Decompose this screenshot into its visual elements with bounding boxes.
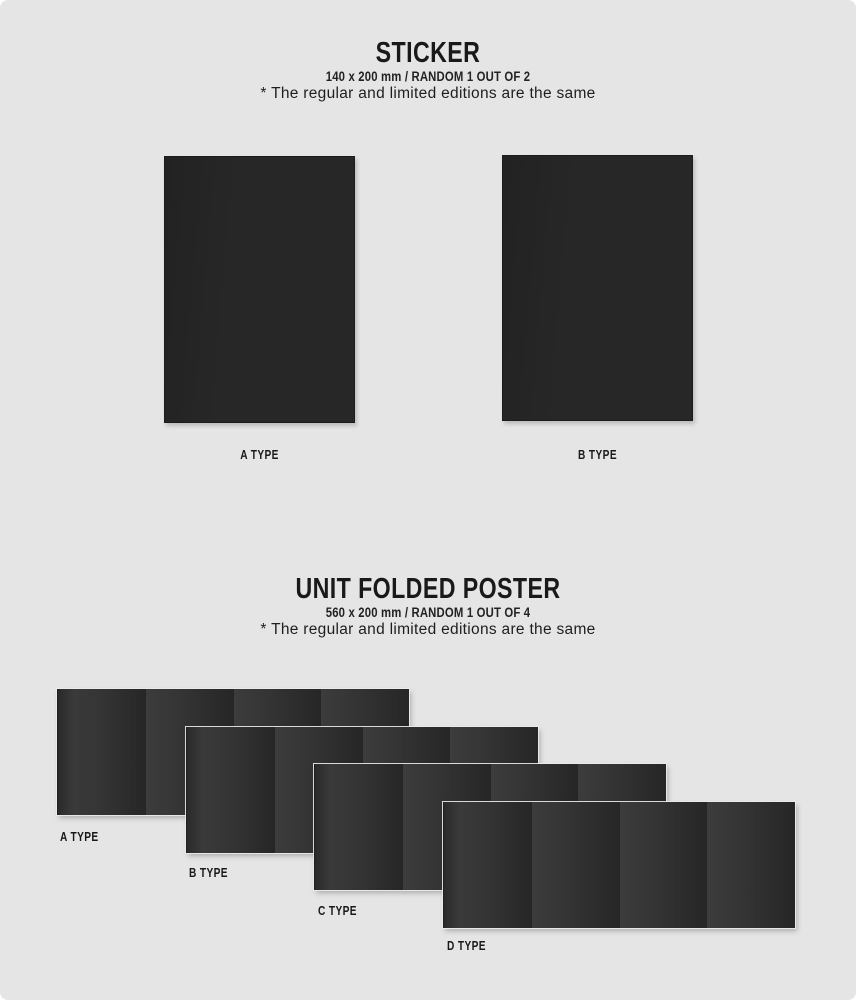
poster-section-note: * The regular and limited editions are t… [260, 621, 596, 638]
poster-fold-panel [186, 727, 275, 853]
poster-fold-panel [531, 802, 620, 928]
folded-poster-c-type-label: C TYPE [318, 903, 357, 918]
poster-fold-panel [314, 764, 403, 890]
folded-poster-b-type-label: B TYPE [189, 865, 228, 880]
sticker-a-type-mockup [164, 156, 355, 423]
poster-fold-panel [619, 802, 708, 928]
sticker-b-type-label: B TYPE [578, 447, 617, 462]
sticker-a-type-label: A TYPE [240, 447, 279, 462]
poster-section-title: UNIT FOLDED POSTER [295, 573, 561, 605]
folded-poster-a-type-label: A TYPE [60, 829, 99, 844]
poster-fold-panel [443, 802, 532, 928]
folded-poster-d-type-mockup [443, 802, 795, 928]
sticker-section-note: * The regular and limited editions are t… [260, 85, 596, 102]
poster-fold-panel [57, 689, 146, 815]
sticker-b-type-mockup [502, 155, 693, 421]
sticker-section-spec: 140 x 200 mm / RANDOM 1 OUT OF 2 [325, 69, 531, 84]
sticker-section-title: STICKER [375, 37, 481, 69]
folded-poster-d-type-label: D TYPE [447, 938, 486, 953]
poster-fold-panel [707, 802, 795, 928]
poster-section-spec: 560 x 200 mm / RANDOM 1 OUT OF 4 [325, 605, 531, 620]
